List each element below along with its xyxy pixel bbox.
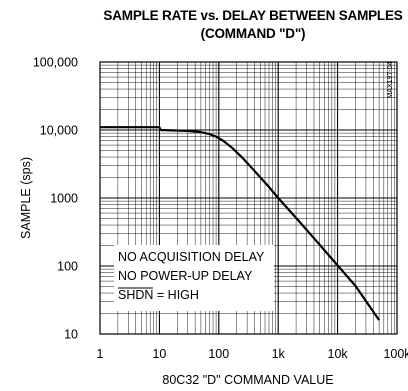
annotation-line-1: NO ACQUISITION DELAY — [118, 250, 265, 264]
chart-title-line2: (COMMAND "D") — [201, 26, 306, 41]
x-tick-label: 100k — [383, 347, 408, 361]
x-tick-label: 10 — [152, 347, 166, 361]
y-tick-labels: 10 100 1000 10,000 100,000 — [33, 56, 78, 342]
y-tick-label: 10 — [64, 328, 78, 342]
y-tick-label: 100 — [57, 260, 78, 274]
annotation-box — [114, 245, 274, 311]
chart-title-line1: SAMPLE RATE vs. DELAY BETWEEN SAMPLES — [103, 8, 402, 23]
annotation-line-2: NO POWER-UP DELAY — [118, 269, 253, 283]
figure-code: MAX197-04 — [387, 61, 394, 98]
y-tick-label: 1000 — [50, 192, 78, 206]
y-tick-label: 10,000 — [40, 124, 78, 138]
x-tick-label: 100 — [208, 347, 229, 361]
x-tick-labels: 1 10 100 1k 10k 100k — [97, 347, 408, 361]
x-axis-label: 80C32 "D" COMMAND VALUE — [162, 373, 333, 387]
x-tick-label: 1 — [97, 347, 104, 361]
x-tick-label: 1k — [272, 347, 286, 361]
series-line — [100, 126, 381, 321]
x-tick-label: 10k — [328, 347, 349, 361]
y-axis-label: SAMPLE (sps) — [19, 157, 33, 239]
annotation-line-3: SHDN = HIGH — [118, 288, 199, 302]
y-tick-label: 100,000 — [33, 56, 78, 70]
